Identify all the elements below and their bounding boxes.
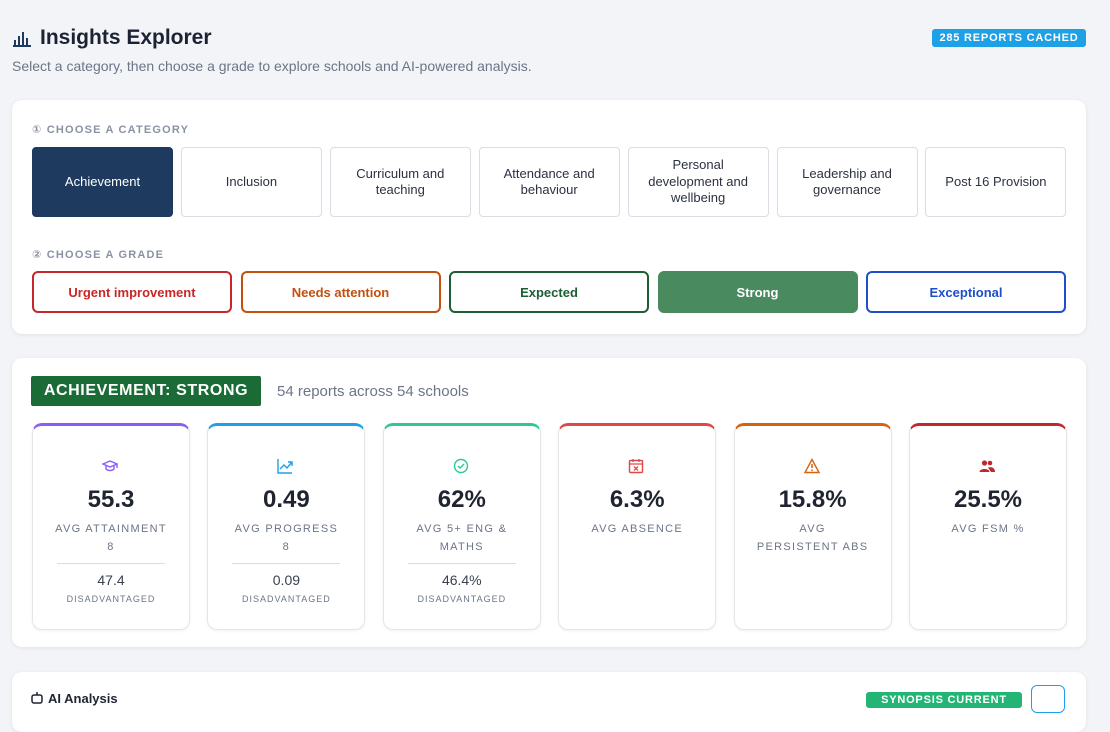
results-tag: ACHIEVEMENT: STRONG — [31, 376, 261, 406]
analysis-title: AI Analysis — [48, 691, 118, 706]
sub-value: 46.4% — [441, 572, 482, 588]
category-button[interactable]: Post 16 Provision — [925, 147, 1067, 217]
sub-value: 0.09 — [272, 572, 301, 588]
stat-icon — [453, 458, 468, 474]
sub-label: DISADVANTAGED — [242, 594, 331, 604]
grade-button[interactable]: Needs attention — [240, 271, 441, 313]
stat-value: 25.5% — [953, 486, 1023, 513]
category-step-label: ① CHOOSE A CATEGORY — [32, 124, 190, 136]
stat-value: 15.8% — [778, 486, 847, 513]
stat-label: AVG 5+ ENG & MATHS — [416, 523, 508, 553]
stat-label: AVG ABSENCE — [591, 523, 684, 535]
divider — [232, 563, 341, 564]
chart-icon — [13, 32, 31, 47]
cache-badge: 285 REPORTS CACHED — [932, 29, 1086, 47]
page-subtitle: Select a category, then choose a grade t… — [12, 58, 532, 74]
sub-label: DISADVANTAGED — [417, 594, 507, 604]
copy-button[interactable] — [1031, 685, 1065, 713]
page-title: Insights Explorer — [40, 26, 212, 49]
divider — [407, 563, 516, 564]
category-button[interactable]: Curriculum and teaching — [329, 147, 471, 217]
sub-label: DISADVANTAGED — [66, 594, 156, 604]
grade-step-label: ② CHOOSE A GRADE — [32, 249, 165, 261]
results-card — [12, 358, 1086, 647]
stat-label: AVG FSM % — [951, 523, 1025, 535]
category-button[interactable]: Achievement — [32, 147, 173, 217]
stat-card: 55.3 AVG ATTAINMENT 8 47.4 DISADVANTAGED — [32, 423, 190, 630]
stat-icon — [803, 458, 820, 474]
divider — [57, 563, 165, 564]
stat-value: 62% — [437, 486, 486, 513]
stat-card: 62% AVG 5+ ENG & MATHS 46.4% DISADVANTAGED — [382, 423, 541, 630]
category-button[interactable]: Attendance and behaviour — [478, 147, 620, 217]
grade-button[interactable]: Expected — [449, 271, 649, 313]
stat-card: 6.3% AVG ABSENCE — [558, 423, 717, 630]
stat-label: AVG PROGRESS 8 — [234, 523, 339, 553]
grade-button[interactable]: Strong — [657, 271, 858, 313]
category-button[interactable]: Leadership and governance — [776, 147, 918, 217]
stat-card: 25.5% AVG FSM % — [909, 423, 1067, 630]
stat-icon — [277, 459, 294, 474]
stat-card: 15.8% AVG PERSISTENT ABS — [733, 423, 892, 630]
stat-value: 0.49 — [263, 486, 310, 513]
stat-icon — [979, 460, 995, 472]
synopsis-badge: SYNOPSIS CURRENT — [866, 692, 1022, 708]
stat-value: 6.3% — [609, 486, 665, 513]
stat-label: AVG PERSISTENT ABS — [756, 523, 869, 553]
category-button[interactable]: Personal development and wellbeing — [627, 147, 769, 217]
grade-button[interactable]: Exceptional — [866, 271, 1066, 313]
sub-value: 47.4 — [97, 572, 125, 588]
category-button[interactable]: Inclusion — [180, 147, 322, 217]
stat-label: AVG ATTAINMENT 8 — [55, 523, 167, 553]
stat-icon — [102, 460, 118, 472]
page: {"header": {"title": "Insights Explorer"… — [12, 26, 1086, 732]
results-summary: 54 reports across 54 schools — [277, 383, 469, 400]
robot-icon — [31, 692, 43, 704]
stat-icon — [628, 459, 644, 474]
grade-button[interactable]: Urgent improvement — [32, 271, 232, 313]
stat-value: 55.3 — [87, 486, 135, 513]
stat-card: 0.49 AVG PROGRESS 8 0.09 DISADVANTAGED — [207, 423, 366, 630]
